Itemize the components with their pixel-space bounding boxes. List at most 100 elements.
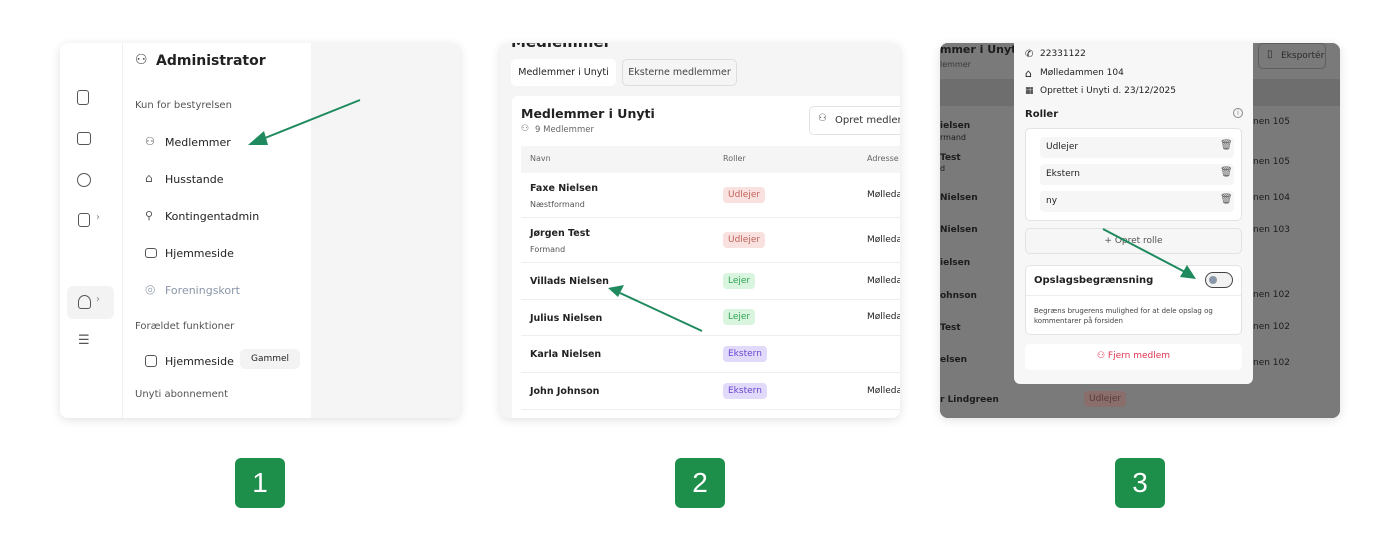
table-row[interactable]: Villads Nielsen Lejer Mølleda xyxy=(521,263,900,300)
bg-member-name: ohnson xyxy=(940,291,977,301)
restriction-toggle[interactable] xyxy=(1205,272,1233,288)
role-badge: Lejer xyxy=(723,309,756,325)
bg-member-name: rmand xyxy=(940,133,966,142)
annotation-arrow xyxy=(608,285,703,332)
tab-medlemmer-i-unyti[interactable]: Medlemmer i Unyti xyxy=(511,59,616,86)
member-name: Karla Nielsen xyxy=(530,349,602,360)
user-remove-icon: ⚇ xyxy=(1096,351,1108,361)
trash-icon[interactable]: 🗑 xyxy=(1220,194,1233,205)
section-label: Unyti abonnement xyxy=(135,389,229,400)
member-title: Formand xyxy=(530,245,566,254)
address: Mølledammen 104 xyxy=(1040,68,1124,78)
checklist-icon[interactable]: ☰ xyxy=(78,333,90,348)
bg-member-name: d xyxy=(940,164,946,173)
menu-item-foreningskort[interactable]: ◎ Foreningskort xyxy=(145,282,240,297)
role-item: Udlejer 🗑 xyxy=(1040,137,1234,158)
bg-member-address: nen 105 xyxy=(1253,157,1290,167)
chevron-right-icon: › xyxy=(96,294,100,305)
table-row[interactable]: Karla Nielsen Ekstern xyxy=(521,336,900,373)
bg-member-name: Test xyxy=(940,323,961,333)
table-row[interactable]: Faxe Nielsen Næstformand Udlejer Mølleda xyxy=(521,173,900,218)
bg-member-address: nen 103 xyxy=(1253,225,1290,235)
document-icon[interactable] xyxy=(77,90,89,105)
role-badge: Lejer xyxy=(723,272,756,289)
user-settings-icon xyxy=(78,295,91,309)
member-name: John Johnson xyxy=(530,386,600,397)
table-row[interactable]: Julius Nielsen Lejer Mølleda xyxy=(521,300,900,336)
members-panel: Medlemmer Medlemmer i Unyti Eksterne med… xyxy=(500,43,900,418)
trash-icon[interactable]: 🗑 xyxy=(1220,167,1233,178)
bg-member-name: r Lindgreen xyxy=(940,395,999,405)
trash-icon[interactable]: 🗑 xyxy=(1220,140,1233,151)
home-icon: ⌂ xyxy=(1025,67,1032,80)
info-icon[interactable]: i xyxy=(1233,108,1243,118)
map-pin-icon: ◎ xyxy=(145,282,156,296)
role-badge: Ekstern xyxy=(723,382,767,399)
bg-member-address: nen 104 xyxy=(1253,193,1290,203)
roles-title: Roller xyxy=(1025,109,1059,120)
step-badge-3: 3 xyxy=(1115,458,1165,508)
content-area xyxy=(311,43,460,418)
member-address: Mølleda xyxy=(867,234,900,245)
file-export-icon: ▯ xyxy=(1267,49,1273,60)
role-badge: Udlejer xyxy=(723,186,766,203)
member-name: Villads Nielsen xyxy=(530,276,609,287)
menu-item-hjemmeside[interactable]: Hjemmeside xyxy=(143,246,303,264)
page-title: Medlemmer xyxy=(511,43,611,51)
bg-member-name: Nielsen xyxy=(940,193,978,203)
building-icon[interactable] xyxy=(78,213,90,227)
user-plus-icon: ⚇ xyxy=(818,113,827,124)
icon-rail xyxy=(60,43,123,418)
bg-subtitle: lemmer xyxy=(940,60,971,69)
users-icon: ⚇ xyxy=(521,124,530,134)
create-member-button[interactable]: ⚇ Opret medlem xyxy=(809,106,900,135)
member-detail-panel: mmer i Unyti lemmer ▯ Eksportér ielsen rma… xyxy=(940,43,1340,418)
card-title: Medlemmer i Unyti xyxy=(521,106,655,121)
chat-icon[interactable] xyxy=(77,173,91,187)
members-card: Medlemmer i Unyti ⚇ 9 Medlemmer ⚇ Opret … xyxy=(512,96,900,418)
phone: 22331122 xyxy=(1040,49,1086,59)
member-address: Mølleda xyxy=(867,385,900,396)
home-icon: ⌂ xyxy=(145,171,153,185)
export-button[interactable]: ▯ Eksportér xyxy=(1258,43,1326,69)
menu-item-husstande[interactable]: ⌂ Husstande xyxy=(145,171,224,186)
menu-item-hjemmeside-legacy[interactable]: Hjemmeside xyxy=(143,352,303,372)
step-badge-1: 1 xyxy=(235,458,285,508)
bg-role-badge: Udlejer xyxy=(1084,391,1127,407)
member-address: Mølleda xyxy=(867,312,900,322)
page-title: Administrator xyxy=(156,53,266,69)
admin-menu: ⚇ Administrator Kun for bestyrelsen ⚇ Me… xyxy=(123,43,311,418)
bg-member-name: Test xyxy=(940,153,961,163)
bg-title: mmer i Unyti xyxy=(940,43,1021,56)
phone-icon: ✆ xyxy=(1025,49,1034,60)
bg-member-name: Nielsen xyxy=(940,225,978,235)
bg-member-name: elsen xyxy=(940,355,968,365)
menu-item-kontingentadmin[interactable]: ⚲ Kontingentadmin xyxy=(145,209,260,223)
member-name: Faxe Nielsen xyxy=(530,183,598,194)
browser-code-icon xyxy=(145,355,157,367)
restriction-description: Begræns brugerens mulighed for at dele o… xyxy=(1034,307,1213,325)
member-name: Julius Nielsen xyxy=(530,313,603,324)
table-row[interactable]: Jørgen Test Formand Udlejer Mølleda xyxy=(521,218,900,263)
create-role-button[interactable]: + Opret rolle xyxy=(1025,228,1242,254)
role-item: ny 🗑 xyxy=(1040,191,1234,212)
bg-member-name: ielsen xyxy=(940,121,971,131)
bg-member-address: nen 105 xyxy=(1253,117,1290,127)
bg-member-address: nen 102 xyxy=(1253,290,1290,300)
toggle-knob xyxy=(1209,275,1217,284)
admin-menu-panel: › › ☰ ⚇ Administrator Kun for bestyrelse… xyxy=(60,43,460,418)
table-row[interactable]: John Johnson Ekstern Mølleda xyxy=(521,373,900,410)
plus-icon: + xyxy=(1104,236,1115,246)
member-detail-modal: ✆ 22331122 ⌂ Mølledammen 104 ▦ Oprettet … xyxy=(1014,43,1253,384)
tab-eksterne-medlemmer[interactable]: Eksterne medlemmer xyxy=(622,59,737,86)
monitor-icon xyxy=(145,248,157,258)
table-header: Navn Roller Adresse xyxy=(521,146,900,173)
menu-item-medlemmer[interactable]: ⚇ Medlemmer xyxy=(145,135,231,149)
member-title: Næstformand xyxy=(530,200,585,209)
calendar-icon[interactable] xyxy=(77,132,91,145)
roles-list: Udlejer 🗑 Ekstern 🗑 ny 🗑 xyxy=(1025,128,1242,221)
annotation-arrow xyxy=(1102,228,1196,279)
remove-member-button[interactable]: ⚇ Fjern medlem xyxy=(1025,344,1242,370)
role-badge: Ekstern xyxy=(723,345,767,362)
chevron-right-icon: › xyxy=(96,212,100,223)
